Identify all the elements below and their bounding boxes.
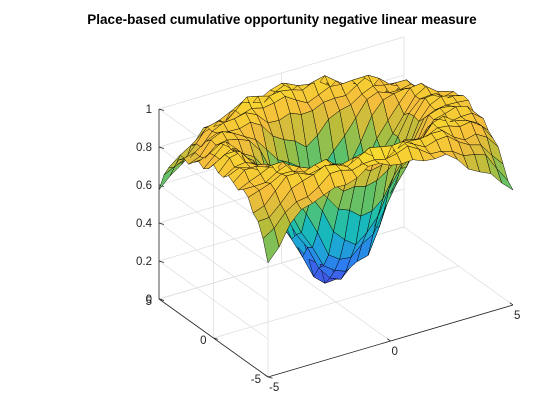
z-tick-label: 1 [146,104,152,116]
axis-layer [158,108,514,379]
y-tick-mark [158,298,164,301]
x-tick-mark [264,374,269,378]
z-tick-mark [158,260,165,263]
x-tick-mark [387,338,391,342]
y-tick-label: -5 [251,374,261,386]
z-tick-label: 0.2 [136,256,152,268]
x-tick-label: 5 [514,310,520,322]
y-tick-label: 0 [200,335,206,347]
z-tick-mark [158,222,165,225]
z-tick-label: 0.6 [136,180,152,192]
z-tick-mark [158,146,165,149]
tick-labels: 00.20.40.60.81-505-505 [136,104,520,394]
y-tick-mark [267,376,273,379]
z-tick-label: 0.4 [136,218,153,230]
surface [158,74,514,284]
y-tick-label: 5 [146,296,152,308]
x-tick-label: 0 [392,346,398,358]
chart-title: Place-based cumulative opportunity negat… [87,12,477,27]
z-tick-label: 0.8 [136,142,152,154]
surface-face [158,165,176,191]
surface-face [496,168,514,191]
x-tick-label: -5 [269,382,279,394]
z-tick-label: 0 [146,294,152,306]
z-tick-mark [158,108,165,111]
grid-line-y [213,265,459,339]
y-tick-mark [213,337,219,340]
x-tick-mark [509,302,514,306]
